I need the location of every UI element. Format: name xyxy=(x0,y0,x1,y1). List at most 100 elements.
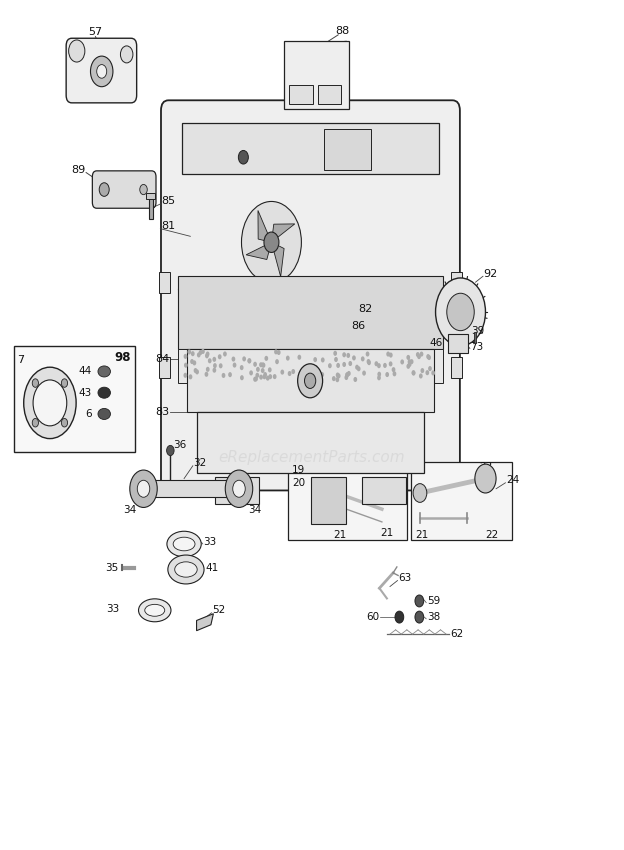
Circle shape xyxy=(407,362,411,367)
Bar xyxy=(182,123,439,174)
Circle shape xyxy=(263,374,266,379)
Circle shape xyxy=(198,350,202,355)
Circle shape xyxy=(69,40,85,62)
Circle shape xyxy=(336,372,339,377)
Circle shape xyxy=(183,354,187,359)
Polygon shape xyxy=(271,242,284,277)
Circle shape xyxy=(167,445,174,456)
Text: 59: 59 xyxy=(427,596,440,606)
Bar xyxy=(362,477,406,504)
Text: 7: 7 xyxy=(17,354,24,365)
Bar xyxy=(197,412,424,473)
Circle shape xyxy=(314,365,318,370)
Circle shape xyxy=(475,464,496,493)
Circle shape xyxy=(249,371,253,376)
Circle shape xyxy=(261,368,265,373)
Bar xyxy=(149,196,153,219)
Circle shape xyxy=(447,293,474,331)
Text: 21: 21 xyxy=(381,528,394,538)
Circle shape xyxy=(355,365,359,370)
Circle shape xyxy=(361,356,364,361)
Text: 52: 52 xyxy=(212,605,225,615)
Circle shape xyxy=(208,358,212,363)
Bar xyxy=(451,357,462,378)
Circle shape xyxy=(188,374,192,379)
Circle shape xyxy=(205,354,209,359)
Bar xyxy=(146,193,155,199)
Circle shape xyxy=(421,368,424,373)
Circle shape xyxy=(345,372,349,377)
Text: 84: 84 xyxy=(155,354,170,364)
Circle shape xyxy=(254,377,258,382)
Text: 88: 88 xyxy=(335,26,349,37)
Bar xyxy=(159,357,170,378)
Text: 83: 83 xyxy=(155,407,170,417)
Circle shape xyxy=(374,361,378,366)
Circle shape xyxy=(99,183,109,196)
Circle shape xyxy=(313,357,317,362)
Circle shape xyxy=(298,364,323,398)
Circle shape xyxy=(233,363,236,368)
Circle shape xyxy=(241,201,301,283)
Ellipse shape xyxy=(98,409,110,420)
Circle shape xyxy=(428,366,432,371)
Bar xyxy=(411,462,512,540)
Text: 43: 43 xyxy=(79,388,92,398)
Bar xyxy=(451,272,462,293)
Text: 34: 34 xyxy=(123,505,136,515)
Circle shape xyxy=(362,371,366,376)
Bar xyxy=(187,348,434,412)
Circle shape xyxy=(218,354,222,360)
Circle shape xyxy=(265,356,268,361)
Circle shape xyxy=(248,358,251,363)
Text: 32: 32 xyxy=(193,458,207,468)
Circle shape xyxy=(240,375,244,380)
Text: 33: 33 xyxy=(107,604,120,614)
Circle shape xyxy=(61,418,67,427)
Circle shape xyxy=(412,371,416,376)
Circle shape xyxy=(412,371,416,376)
Circle shape xyxy=(357,366,361,371)
Text: 36: 36 xyxy=(173,439,186,450)
Text: 19: 19 xyxy=(292,465,305,475)
Circle shape xyxy=(413,484,427,502)
FancyBboxPatch shape xyxy=(92,171,156,208)
Circle shape xyxy=(406,364,410,369)
Text: 62: 62 xyxy=(451,629,464,639)
Circle shape xyxy=(261,362,265,367)
Circle shape xyxy=(336,377,339,382)
Circle shape xyxy=(401,360,404,365)
Circle shape xyxy=(392,371,396,377)
Circle shape xyxy=(240,365,243,370)
Circle shape xyxy=(275,360,279,365)
Text: 85: 85 xyxy=(161,196,175,207)
Circle shape xyxy=(90,56,113,87)
Circle shape xyxy=(233,480,245,497)
Circle shape xyxy=(213,363,217,368)
Circle shape xyxy=(419,373,422,378)
Bar xyxy=(140,480,240,497)
Text: 86: 86 xyxy=(351,320,366,331)
Text: 63: 63 xyxy=(398,573,411,583)
Circle shape xyxy=(417,354,421,360)
Circle shape xyxy=(336,363,340,368)
Circle shape xyxy=(337,373,341,378)
Circle shape xyxy=(206,351,210,356)
Circle shape xyxy=(406,354,410,360)
Circle shape xyxy=(97,65,107,78)
Circle shape xyxy=(225,470,253,507)
Circle shape xyxy=(328,363,332,368)
Text: 92: 92 xyxy=(484,269,498,279)
Polygon shape xyxy=(246,242,271,259)
Circle shape xyxy=(345,372,349,377)
Text: 33: 33 xyxy=(203,537,217,547)
Circle shape xyxy=(193,360,197,366)
Circle shape xyxy=(223,351,227,356)
Circle shape xyxy=(253,377,257,382)
Text: 24: 24 xyxy=(507,475,520,485)
Ellipse shape xyxy=(167,531,201,557)
Circle shape xyxy=(24,367,76,439)
Text: 98: 98 xyxy=(114,350,130,364)
Circle shape xyxy=(395,611,404,623)
Circle shape xyxy=(219,363,223,368)
